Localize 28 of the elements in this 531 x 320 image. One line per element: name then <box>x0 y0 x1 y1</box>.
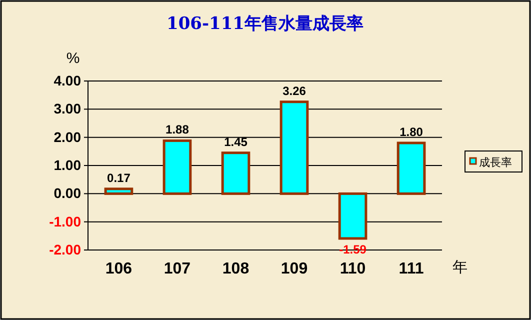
y-tick-label: 1.00 <box>54 156 82 173</box>
chart-title: 106-111年售水量成長率 <box>166 14 364 34</box>
data-label: 1.80 <box>400 124 424 139</box>
y-tick-label: 4.00 <box>54 72 82 88</box>
x-tick-label: 110 <box>340 260 366 278</box>
bar <box>104 188 134 195</box>
data-label: 0.17 <box>107 170 131 185</box>
x-tick-label: 107 <box>164 260 191 278</box>
bar <box>280 100 309 195</box>
legend-label: 成長率 <box>479 156 512 169</box>
x-tick-label: 106 <box>105 260 132 278</box>
y-tick-label: 2.00 <box>54 128 82 145</box>
x-tick-label: 109 <box>280 260 308 278</box>
x-tick-label: 111 <box>398 260 424 278</box>
y-tick-label: -2.00 <box>49 241 82 258</box>
y-tick-label: -1.00 <box>49 213 82 230</box>
data-label: 1.45 <box>224 134 248 149</box>
bar <box>221 152 250 195</box>
bar <box>396 142 426 195</box>
bar <box>162 139 192 195</box>
data-label: 3.26 <box>282 84 306 98</box>
x-axis-title: 年 <box>452 259 468 276</box>
data-label: 1.88 <box>166 122 190 137</box>
y-tick-label: 3.00 <box>54 100 82 117</box>
y-axis-title: % <box>66 50 80 67</box>
y-tick-label: 0.00 <box>54 185 82 202</box>
x-tick-label: 108 <box>222 260 250 278</box>
bar <box>338 192 368 240</box>
